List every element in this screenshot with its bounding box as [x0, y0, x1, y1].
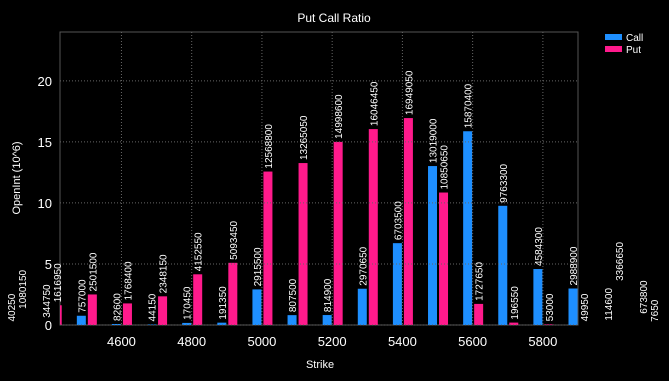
- value-label: 344750: [42, 284, 53, 318]
- value-label: 12568800: [264, 124, 275, 169]
- value-label: 2348150: [159, 254, 170, 293]
- bar: [403, 118, 413, 325]
- bar: [263, 171, 273, 325]
- bar: [147, 324, 157, 325]
- legend-swatch: [605, 34, 622, 40]
- value-label: 1727650: [475, 262, 486, 301]
- value-label: 49950: [580, 293, 591, 321]
- value-label: 14998600: [334, 94, 345, 139]
- value-label: 6703500: [393, 201, 404, 240]
- value-label: 15870400: [464, 83, 475, 128]
- bar: [298, 163, 308, 325]
- value-label: 191350: [218, 286, 229, 320]
- value-label: 807500: [288, 278, 299, 312]
- bar: [474, 303, 484, 325]
- bar: [463, 131, 473, 325]
- bar: [287, 315, 297, 325]
- value-label: 814900: [323, 278, 334, 312]
- bar: [228, 262, 238, 325]
- x-tick-label: 5400: [388, 334, 417, 349]
- bar: [428, 166, 438, 325]
- bar: [533, 269, 543, 325]
- bar: [76, 315, 86, 325]
- bar: [357, 288, 367, 325]
- value-label: 2988900: [569, 246, 580, 285]
- value-label: 10850650: [440, 145, 451, 190]
- value-label: 1080150: [18, 269, 29, 308]
- bar: [111, 323, 121, 325]
- bar: [322, 315, 332, 325]
- value-label: 9763300: [499, 163, 510, 202]
- value-label: 2970650: [358, 246, 369, 285]
- value-label: 673800: [639, 280, 650, 314]
- value-label: 1616950: [53, 263, 64, 302]
- bar: [580, 324, 589, 325]
- value-label: 1768400: [123, 261, 134, 300]
- x-tick-label: 5600: [458, 334, 487, 349]
- value-label: 5093450: [229, 220, 240, 259]
- y-tick-label: 15: [38, 135, 52, 150]
- bar: [509, 322, 519, 325]
- bar: [158, 296, 168, 325]
- value-label: 196550: [510, 286, 521, 320]
- y-axis-title: OpenInt (10^6): [11, 141, 23, 214]
- bar: [182, 322, 192, 325]
- x-tick-label: 4600: [107, 334, 136, 349]
- y-tick-label: 10: [38, 196, 52, 211]
- value-label: 13019000: [429, 118, 440, 163]
- value-label: 82600: [112, 293, 123, 321]
- value-label: 16949050: [404, 70, 415, 115]
- bar: [604, 324, 613, 325]
- x-axis-title: Strike: [306, 359, 334, 371]
- bar: [333, 141, 343, 325]
- bar: [193, 274, 203, 325]
- bar: [498, 205, 508, 325]
- bar: [87, 294, 97, 325]
- value-label: 40250: [7, 293, 18, 321]
- bars: [18, 118, 648, 325]
- y-tick-label: 5: [45, 257, 52, 272]
- bar: [615, 284, 624, 325]
- value-label: 16046450: [369, 81, 380, 126]
- x-tick-label: 5000: [247, 334, 276, 349]
- bar: [568, 288, 578, 325]
- value-label: 3366650: [615, 242, 626, 281]
- x-tick-label: 5800: [528, 334, 557, 349]
- bar: [18, 312, 27, 325]
- bar: [60, 305, 62, 325]
- value-label: 4584300: [534, 227, 545, 266]
- legend-swatch: [605, 46, 622, 52]
- bar: [252, 289, 262, 325]
- value-label: 2501500: [88, 252, 99, 291]
- value-label: 757000: [77, 279, 88, 313]
- legend-label: Put: [626, 45, 641, 56]
- x-tick-label: 4800: [177, 334, 206, 349]
- value-label: 13265050: [299, 115, 310, 160]
- bar: [217, 322, 227, 325]
- value-label: 44150: [148, 293, 159, 321]
- x-tick-label: 5200: [318, 334, 347, 349]
- value-label: 2915500: [253, 247, 264, 286]
- value-label: 7650: [650, 299, 661, 322]
- bar: [368, 129, 378, 325]
- y-tick-label: 0: [45, 318, 52, 333]
- y-tick-label: 20: [38, 74, 52, 89]
- bar: [122, 303, 132, 325]
- value-label: 53000: [545, 293, 556, 321]
- value-label: 4152550: [194, 232, 205, 271]
- bar: [639, 317, 648, 325]
- value-label: 114600: [604, 288, 615, 321]
- chart-title: Put Call Ratio: [297, 11, 371, 25]
- bar: [392, 243, 402, 325]
- bar: [544, 324, 554, 325]
- value-label: 170450: [183, 286, 194, 320]
- bar: [439, 192, 449, 325]
- legend-label: Call: [626, 33, 643, 44]
